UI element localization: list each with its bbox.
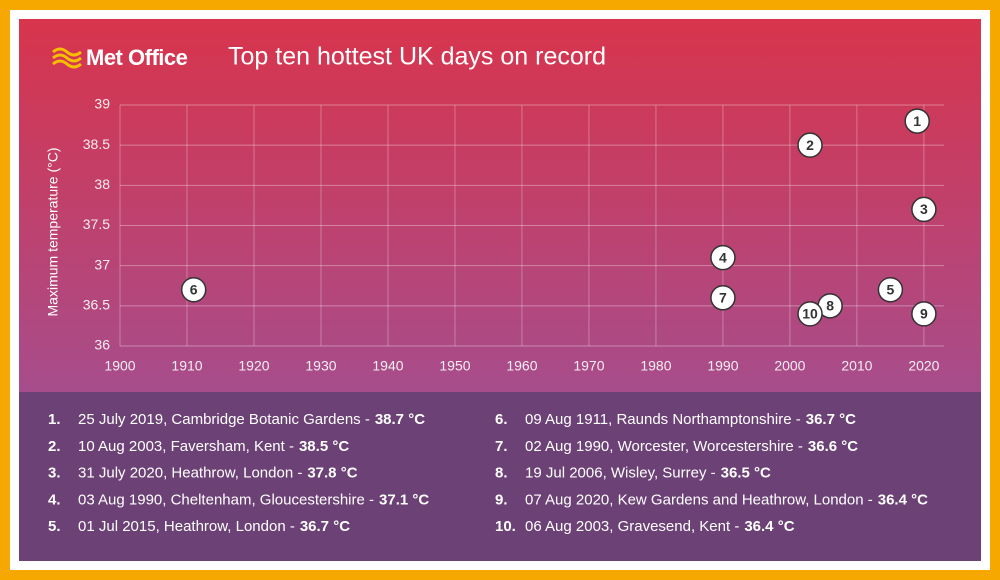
list-background	[19, 392, 981, 561]
point-label: 8	[826, 298, 834, 314]
point	[904, 108, 930, 134]
record-rank: 4.	[48, 491, 61, 508]
x-tick-label: 1950	[439, 358, 470, 374]
logo-icon	[52, 47, 82, 69]
point-label: 7	[719, 290, 727, 306]
record-temperature: 37.1 °C	[379, 491, 429, 508]
x-tick-label: 1930	[305, 358, 336, 374]
record-rank: 10.	[495, 518, 516, 535]
y-axis-label: Maximum temperature (°C)	[45, 148, 61, 317]
x-tick-label: 1900	[104, 358, 135, 374]
record-description: 25 July 2019, Cambridge Botanic Gardens …	[78, 411, 370, 428]
record-description: 06 Aug 2003, Gravesend, Kent -	[525, 518, 739, 535]
record-description: 01 Jul 2015, Heathrow, London -	[78, 518, 295, 535]
point-label: 1	[913, 113, 921, 129]
point-label: 9	[920, 306, 928, 322]
x-tick-label: 2000	[774, 358, 805, 374]
record-rank: 7.	[495, 438, 508, 455]
x-tick-label: 1970	[573, 358, 604, 374]
record-rank: 3.	[48, 465, 61, 482]
y-tick-label: 36	[94, 337, 110, 353]
record-text: 03 Aug 1990, Cheltenham, Gloucestershire…	[78, 491, 429, 508]
record-temperature: 38.5 °C	[299, 438, 349, 455]
y-tick-label: 36.5	[83, 297, 110, 313]
x-tick-label: 1940	[372, 358, 403, 374]
record-temperature: 37.8 °C	[307, 465, 357, 482]
y-tick-label: 38.5	[83, 136, 110, 152]
record-description: 10 Aug 2003, Faversham, Kent -	[78, 438, 294, 455]
record-rank: 2.	[48, 438, 61, 455]
record-text: 02 Aug 1990, Worcester, Worcestershire -…	[525, 438, 858, 455]
record-temperature: 36.4 °C	[878, 491, 928, 508]
x-tick-label: 2020	[908, 358, 939, 374]
record-text: 25 July 2019, Cambridge Botanic Gardens …	[78, 411, 425, 428]
chart-background	[19, 19, 981, 392]
panel: Met Office Top ten hottest UK days on re…	[10, 10, 990, 570]
chart-title: Top ten hottest UK days on record	[228, 43, 606, 71]
x-tick-label: 2010	[841, 358, 872, 374]
record-text: 06 Aug 2003, Gravesend, Kent - 36.4 °C	[525, 518, 795, 535]
point-label: 5	[887, 281, 895, 297]
x-tick-label: 1910	[171, 358, 202, 374]
y-tick-label: 37	[94, 256, 110, 272]
record-temperature: 38.7 °C	[375, 411, 425, 428]
record-description: 31 July 2020, Heathrow, London -	[78, 465, 302, 482]
point	[797, 301, 823, 327]
point-label: 4	[719, 249, 727, 265]
x-tick-label: 1980	[640, 358, 671, 374]
y-tick-label: 39	[94, 96, 110, 112]
point	[710, 244, 736, 271]
point-label: 2	[806, 137, 814, 153]
record-temperature: 36.5 °C	[721, 465, 771, 482]
record-temperature: 36.7 °C	[806, 411, 856, 428]
record-description: 07 Aug 2020, Kew Gardens and Heathrow, L…	[525, 491, 873, 508]
record-description: 09 Aug 1911, Raunds Northamptonshire -	[525, 411, 801, 428]
record-description: 02 Aug 1990, Worcester, Worcestershire -	[525, 438, 803, 455]
x-tick-label: 1960	[506, 358, 537, 374]
point	[180, 277, 207, 303]
record-description: 19 Jul 2006, Wisley, Surrey -	[525, 465, 716, 482]
record-text: 01 Jul 2015, Heathrow, London - 36.7 °C	[78, 518, 350, 535]
record-rank: 6.	[495, 411, 508, 428]
record-temperature: 36.4 °C	[744, 518, 794, 535]
record-text: 07 Aug 2020, Kew Gardens and Heathrow, L…	[525, 491, 928, 508]
record-temperature: 36.6 °C	[808, 438, 858, 455]
x-tick-label: 1920	[238, 358, 269, 374]
point-label: 10	[802, 306, 818, 322]
record-text: 31 July 2020, Heathrow, London - 37.8 °C	[78, 465, 358, 482]
point	[911, 196, 937, 223]
record-rank: 8.	[495, 465, 508, 482]
record-rank: 5.	[48, 518, 61, 535]
record-description: 03 Aug 1990, Cheltenham, Gloucestershire…	[78, 491, 374, 508]
chart: Met Office Top ten hottest UK days on re…	[19, 19, 981, 561]
x-tick-label: 1990	[707, 358, 738, 374]
point	[710, 285, 736, 311]
point	[877, 277, 904, 303]
point	[911, 301, 937, 327]
record-temperature: 36.7 °C	[300, 518, 350, 535]
point-label: 6	[190, 281, 198, 297]
record-text: 10 Aug 2003, Faversham, Kent - 38.5 °C	[78, 438, 349, 455]
record-rank: 9.	[495, 491, 508, 508]
point-label: 3	[920, 201, 928, 217]
y-tick-label: 37.5	[83, 216, 110, 232]
record-rank: 1.	[48, 411, 61, 428]
brand: Met Office	[86, 45, 188, 70]
y-tick-label: 38	[94, 176, 110, 192]
record-text: 19 Jul 2006, Wisley, Surrey - 36.5 °C	[525, 465, 771, 482]
point	[797, 132, 823, 158]
record-text: 09 Aug 1911, Raunds Northamptonshire - 36…	[525, 411, 856, 428]
